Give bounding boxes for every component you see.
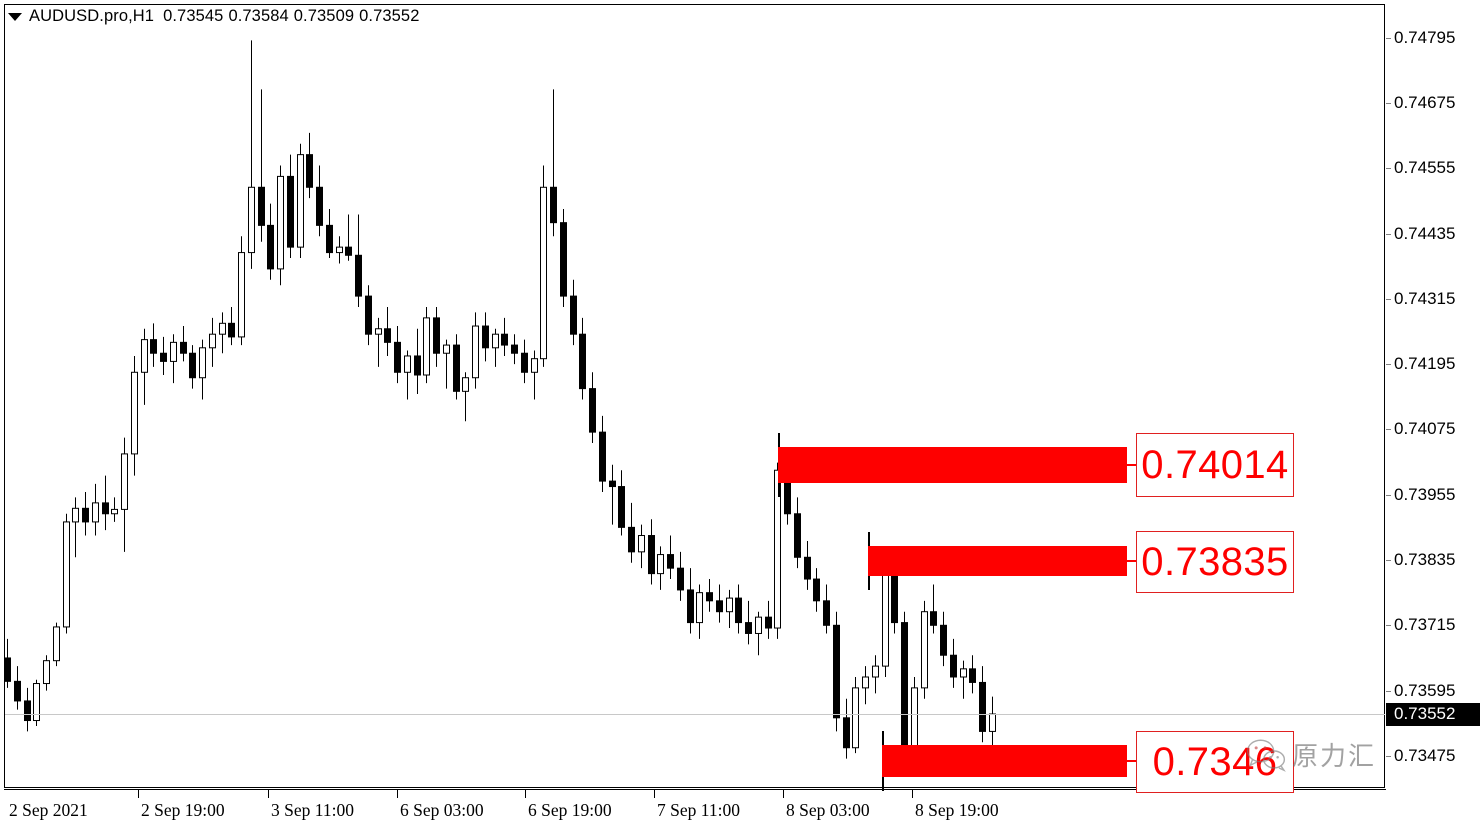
price-tick-label: 0.73595	[1394, 680, 1456, 700]
watermark: 原力汇	[1246, 736, 1376, 773]
time-tick	[912, 789, 913, 798]
price-tick	[1386, 168, 1391, 170]
resistance-zone-1-connector	[1127, 464, 1136, 466]
last-price-line	[5, 714, 1385, 715]
quote-text: AUDUSD.pro,H1 0.73545 0.73584 0.73509 0.7355…	[29, 7, 424, 26]
price-tick-label: 0.74675	[1394, 92, 1456, 112]
last-price-value: 0.73552	[1394, 704, 1456, 724]
price-tick	[1386, 560, 1391, 561]
price-tick	[1386, 102, 1391, 104]
time-tick-label: 6 Sep 03:00	[400, 800, 484, 820]
price-tick	[1386, 755, 1391, 757]
price-tick	[1386, 233, 1391, 235]
time-tick-label: 2 Sep 2021	[9, 800, 88, 820]
time-tick	[397, 789, 398, 798]
time-axis[interactable]: 2 Sep 2021 2 Sep 19:00 3 Sep 11:00 6 Sep 03…	[4, 789, 1386, 826]
price-tick-label: 0.73835	[1394, 550, 1456, 569]
price-tick-label: 0.74795	[1394, 27, 1456, 47]
price-tick-label: 0.73715	[1394, 615, 1456, 635]
time-tick-label: 8 Sep 19:00	[915, 800, 999, 820]
wechat-icon	[1246, 739, 1286, 772]
time-tick-label: 3 Sep 11:00	[271, 800, 354, 820]
quote-low: 0.73509	[293, 6, 355, 25]
symbol-label: AUDUSD.pro,H1	[29, 6, 155, 25]
resistance-zone-1-label-text: 0.74014	[1141, 443, 1289, 487]
time-tick	[138, 789, 139, 798]
price-tick-label: 0.73955	[1394, 484, 1456, 504]
price-tick	[1386, 494, 1391, 496]
candlestick-series	[5, 40, 996, 775]
time-tick-label: 7 Sep 11:00	[657, 800, 740, 820]
price-tick	[1386, 364, 1391, 366]
chart-frame	[4, 4, 1385, 788]
time-tick	[268, 789, 269, 798]
last-price-badge: 0.73552	[1386, 702, 1480, 726]
price-tick-label: 0.74195	[1394, 354, 1456, 374]
price-tick-label: 0.73475	[1394, 745, 1456, 765]
price-axis[interactable]: 0.74795 0.74675 0.74555 0.74435 0.74315 0.741…	[1386, 4, 1480, 788]
time-tick	[525, 789, 526, 798]
price-tick	[1386, 37, 1391, 39]
resistance-zone-2-label-text: 0.73835	[1141, 540, 1289, 584]
resistance-zone-1[interactable]	[778, 447, 1127, 483]
price-tick-label: 0.74075	[1394, 419, 1456, 439]
resistance-zone-2-label[interactable]: 0.73835	[1136, 531, 1294, 593]
symbol-quote-bar[interactable]: AUDUSD.pro,H1 0.73545 0.73584 0.73509 0.7355…	[8, 5, 424, 27]
support-zone-1[interactable]	[882, 745, 1127, 777]
time-tick-label: 8 Sep 03:00	[786, 800, 870, 820]
quote-open: 0.73545	[163, 6, 224, 25]
time-axis-rule	[4, 789, 1386, 790]
price-tick	[1386, 429, 1391, 431]
resistance-zone-2[interactable]	[868, 546, 1127, 576]
resistance-zone-1-label[interactable]: 0.74014	[1136, 433, 1294, 497]
time-tick	[654, 789, 655, 798]
price-tick	[1386, 298, 1391, 300]
price-tick	[1386, 690, 1391, 692]
quote-close: 0.73552	[359, 6, 420, 25]
price-tick-label: 0.74315	[1394, 288, 1456, 308]
price-tick-label: 0.74435	[1394, 223, 1456, 243]
chart-plot-area[interactable]	[5, 5, 1385, 788]
quote-high: 0.73584	[228, 6, 289, 25]
resistance-zone-2-connector	[1127, 560, 1136, 562]
triangle-down-icon[interactable]	[8, 13, 22, 21]
price-tick-label: 0.74555	[1394, 158, 1456, 178]
support-zone-1-connector	[1127, 760, 1136, 762]
time-tick-label: 6 Sep 19:00	[528, 800, 612, 820]
watermark-text: 原力汇	[1292, 742, 1377, 772]
time-tick-label: 2 Sep 19:00	[141, 800, 225, 820]
time-tick	[783, 789, 784, 798]
price-tick	[1386, 625, 1391, 627]
